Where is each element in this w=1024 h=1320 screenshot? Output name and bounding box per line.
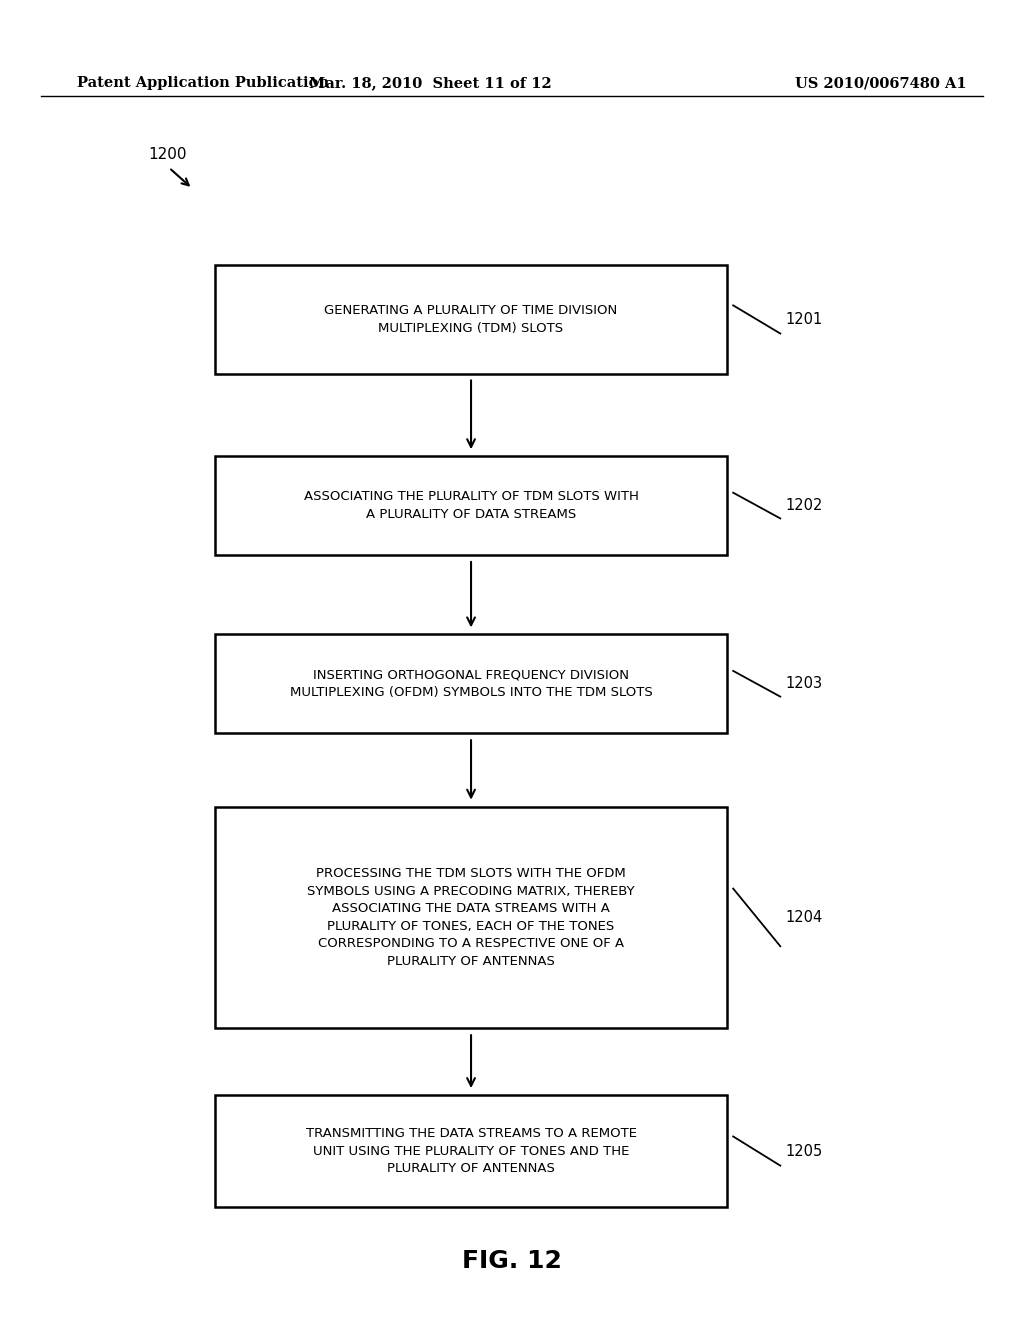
Text: FIG. 12: FIG. 12	[462, 1249, 562, 1272]
Text: 1202: 1202	[785, 498, 822, 513]
Text: PROCESSING THE TDM SLOTS WITH THE OFDM
SYMBOLS USING A PRECODING MATRIX, THEREBY: PROCESSING THE TDM SLOTS WITH THE OFDM S…	[307, 867, 635, 968]
Text: 1200: 1200	[148, 147, 187, 162]
Text: 1205: 1205	[785, 1143, 822, 1159]
Text: 1204: 1204	[785, 909, 822, 925]
Text: 1203: 1203	[785, 676, 822, 692]
Text: ASSOCIATING THE PLURALITY OF TDM SLOTS WITH
A PLURALITY OF DATA STREAMS: ASSOCIATING THE PLURALITY OF TDM SLOTS W…	[303, 490, 639, 521]
Text: TRANSMITTING THE DATA STREAMS TO A REMOTE
UNIT USING THE PLURALITY OF TONES AND : TRANSMITTING THE DATA STREAMS TO A REMOT…	[305, 1127, 637, 1175]
Text: US 2010/0067480 A1: US 2010/0067480 A1	[795, 77, 967, 90]
Bar	[215, 265, 727, 374]
Text: 1201: 1201	[785, 312, 822, 327]
Text: GENERATING A PLURALITY OF TIME DIVISION
MULTIPLEXING (TDM) SLOTS: GENERATING A PLURALITY OF TIME DIVISION …	[325, 304, 617, 335]
Bar	[215, 1096, 727, 1206]
Bar	[215, 807, 727, 1028]
Text: INSERTING ORTHOGONAL FREQUENCY DIVISION
MULTIPLEXING (OFDM) SYMBOLS INTO THE TDM: INSERTING ORTHOGONAL FREQUENCY DIVISION …	[290, 668, 652, 700]
Text: Patent Application Publication: Patent Application Publication	[77, 77, 329, 90]
Bar	[215, 635, 727, 734]
Text: Mar. 18, 2010  Sheet 11 of 12: Mar. 18, 2010 Sheet 11 of 12	[308, 77, 552, 90]
Bar	[215, 455, 727, 554]
